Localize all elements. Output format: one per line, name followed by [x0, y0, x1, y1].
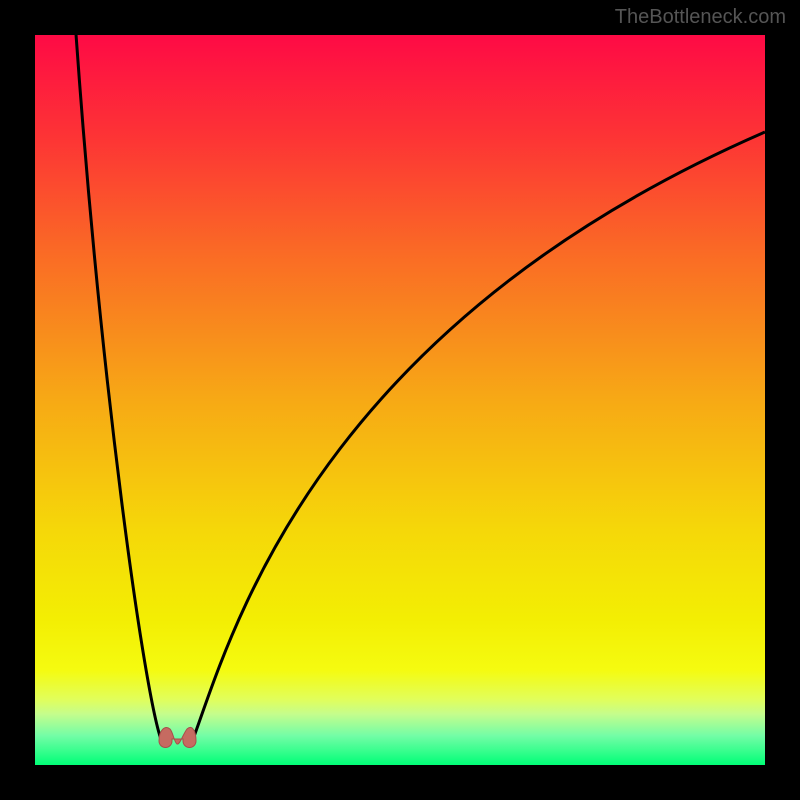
watermark-text: TheBottleneck.com — [615, 6, 786, 29]
bottleneck-chart — [0, 0, 800, 800]
root: TheBottleneck.com — [0, 0, 800, 800]
